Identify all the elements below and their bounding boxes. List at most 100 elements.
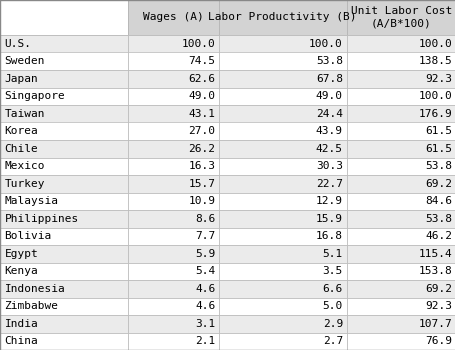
Bar xyxy=(218,210,346,228)
Bar xyxy=(0,35,127,52)
Bar xyxy=(218,175,346,192)
Bar xyxy=(0,280,127,298)
Bar xyxy=(218,262,346,280)
Bar xyxy=(0,175,127,192)
Text: 4.6: 4.6 xyxy=(195,301,215,311)
Bar xyxy=(0,332,127,350)
Text: 84.6: 84.6 xyxy=(425,196,451,206)
Text: Wages (A): Wages (A) xyxy=(142,13,203,22)
Text: Kenya: Kenya xyxy=(5,266,38,276)
Bar xyxy=(218,88,346,105)
Bar xyxy=(218,158,346,175)
Bar xyxy=(346,315,455,332)
Bar xyxy=(218,52,346,70)
Text: 16.3: 16.3 xyxy=(188,161,215,171)
Text: 24.4: 24.4 xyxy=(315,109,342,119)
Text: Turkey: Turkey xyxy=(5,179,45,189)
Bar xyxy=(127,298,218,315)
Bar xyxy=(127,140,218,158)
Bar xyxy=(346,210,455,228)
Bar xyxy=(0,140,127,158)
Bar xyxy=(0,158,127,175)
Text: 5.4: 5.4 xyxy=(195,266,215,276)
Text: 176.9: 176.9 xyxy=(418,109,451,119)
Text: Indonesia: Indonesia xyxy=(5,284,65,294)
Bar xyxy=(0,105,127,122)
Bar xyxy=(218,315,346,332)
Text: 49.0: 49.0 xyxy=(188,91,215,101)
Bar xyxy=(0,228,127,245)
Text: 15.7: 15.7 xyxy=(188,179,215,189)
Text: 100.0: 100.0 xyxy=(308,39,342,49)
Text: 43.9: 43.9 xyxy=(315,126,342,136)
Text: Mexico: Mexico xyxy=(5,161,45,171)
Bar xyxy=(218,105,346,122)
Text: 15.9: 15.9 xyxy=(315,214,342,224)
Text: 27.0: 27.0 xyxy=(188,126,215,136)
Text: 16.8: 16.8 xyxy=(315,231,342,241)
Bar xyxy=(127,122,218,140)
Text: 2.7: 2.7 xyxy=(322,336,342,346)
Bar xyxy=(0,193,127,210)
Text: Taiwan: Taiwan xyxy=(5,109,45,119)
Text: 76.9: 76.9 xyxy=(425,336,451,346)
Bar xyxy=(346,175,455,192)
Bar xyxy=(218,0,346,35)
Bar xyxy=(346,245,455,262)
Bar xyxy=(127,35,218,52)
Text: 5.0: 5.0 xyxy=(322,301,342,311)
Bar xyxy=(346,52,455,70)
Text: 100.0: 100.0 xyxy=(418,91,451,101)
Bar xyxy=(346,35,455,52)
Text: China: China xyxy=(5,336,38,346)
Bar xyxy=(127,88,218,105)
Text: 42.5: 42.5 xyxy=(315,144,342,154)
Text: Egypt: Egypt xyxy=(5,249,38,259)
Text: 74.5: 74.5 xyxy=(188,56,215,66)
Bar xyxy=(346,88,455,105)
Bar xyxy=(127,210,218,228)
Bar xyxy=(346,0,455,35)
Text: Japan: Japan xyxy=(5,74,38,84)
Text: 43.1: 43.1 xyxy=(188,109,215,119)
Bar xyxy=(218,193,346,210)
Bar xyxy=(218,35,346,52)
Text: Sweden: Sweden xyxy=(5,56,45,66)
Text: 46.2: 46.2 xyxy=(425,231,451,241)
Text: 3.5: 3.5 xyxy=(322,266,342,276)
Text: 69.2: 69.2 xyxy=(425,284,451,294)
Text: 2.9: 2.9 xyxy=(322,319,342,329)
Text: Korea: Korea xyxy=(5,126,38,136)
Text: 12.9: 12.9 xyxy=(315,196,342,206)
Bar xyxy=(218,298,346,315)
Bar xyxy=(127,280,218,298)
Text: 5.9: 5.9 xyxy=(195,249,215,259)
Bar xyxy=(127,193,218,210)
Bar xyxy=(127,175,218,192)
Bar xyxy=(0,88,127,105)
Bar xyxy=(218,70,346,88)
Bar xyxy=(218,140,346,158)
Bar xyxy=(346,298,455,315)
Text: 92.3: 92.3 xyxy=(425,301,451,311)
Text: 53.8: 53.8 xyxy=(315,56,342,66)
Bar xyxy=(0,315,127,332)
Text: 107.7: 107.7 xyxy=(418,319,451,329)
Text: 3.1: 3.1 xyxy=(195,319,215,329)
Text: 61.5: 61.5 xyxy=(425,144,451,154)
Bar xyxy=(0,0,127,35)
Text: Bolivia: Bolivia xyxy=(5,231,52,241)
Bar xyxy=(127,332,218,350)
Text: 53.8: 53.8 xyxy=(425,161,451,171)
Bar xyxy=(346,158,455,175)
Text: 6.6: 6.6 xyxy=(322,284,342,294)
Bar xyxy=(0,70,127,88)
Bar xyxy=(127,315,218,332)
Text: 153.8: 153.8 xyxy=(418,266,451,276)
Text: 26.2: 26.2 xyxy=(188,144,215,154)
Bar xyxy=(127,228,218,245)
Bar xyxy=(346,193,455,210)
Text: Singapore: Singapore xyxy=(5,91,65,101)
Text: 2.1: 2.1 xyxy=(195,336,215,346)
Text: Unit Labor Cost
(A/B*100): Unit Labor Cost (A/B*100) xyxy=(350,6,451,29)
